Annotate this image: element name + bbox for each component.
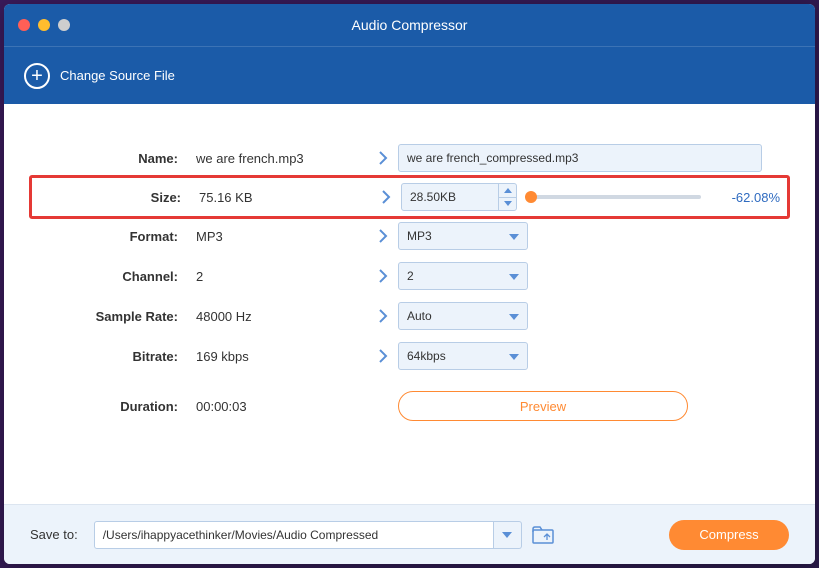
- name-source-value: we are french.mp3: [190, 151, 368, 166]
- chevron-right-icon: [368, 229, 398, 243]
- stepper-up-button[interactable]: [499, 184, 516, 198]
- bitrate-source-value: 169 kbps: [190, 349, 368, 364]
- duration-label: Duration:: [32, 399, 190, 414]
- save-path-dropdown[interactable]: [494, 521, 522, 549]
- duration-value: 00:00:03: [190, 399, 368, 414]
- row-size: Size: 75.16 KB 28.50KB -62.08%: [29, 175, 790, 219]
- size-stepper[interactable]: 28.50KB: [401, 183, 517, 211]
- chevron-down-icon: [509, 309, 519, 323]
- row-sample-rate: Sample Rate: 48000 Hz Auto: [32, 296, 787, 336]
- channel-select[interactable]: 2: [398, 262, 528, 290]
- save-to-label: Save to:: [30, 527, 78, 542]
- compress-button-label: Compress: [699, 527, 758, 542]
- format-select[interactable]: MP3: [398, 222, 528, 250]
- bitrate-label: Bitrate:: [32, 349, 190, 364]
- titlebar: Audio Compressor: [4, 4, 815, 46]
- chevron-right-icon: [368, 349, 398, 363]
- row-channel: Channel: 2 2: [32, 256, 787, 296]
- name-label: Name:: [32, 151, 190, 166]
- compress-button[interactable]: Compress: [669, 520, 789, 550]
- main-content: Name: we are french.mp3 Size: 75.16 KB 2…: [4, 104, 815, 504]
- format-select-value: MP3: [407, 229, 432, 243]
- open-folder-icon[interactable]: [532, 526, 554, 544]
- size-output-value: 28.50KB: [402, 190, 498, 204]
- chevron-right-icon: [371, 190, 401, 204]
- channel-source-value: 2: [190, 269, 368, 284]
- traffic-lights: [18, 19, 70, 31]
- sample-rate-source-value: 48000 Hz: [190, 309, 368, 324]
- format-source-value: MP3: [190, 229, 368, 244]
- sample-rate-select-value: Auto: [407, 309, 432, 323]
- close-window-button[interactable]: [18, 19, 30, 31]
- save-path-group: /Users/ihappyacethinker/Movies/Audio Com…: [94, 521, 554, 549]
- chevron-down-icon: [509, 229, 519, 243]
- subheader: + Change Source File: [4, 46, 815, 104]
- output-name-input[interactable]: [398, 144, 762, 172]
- save-path-value: /Users/ihappyacethinker/Movies/Audio Com…: [103, 528, 378, 542]
- save-path-input[interactable]: /Users/ihappyacethinker/Movies/Audio Com…: [94, 521, 494, 549]
- preview-button[interactable]: Preview: [398, 391, 688, 421]
- row-duration: Duration: 00:00:03 Preview: [32, 386, 787, 426]
- size-slider[interactable]: [531, 195, 701, 199]
- preview-button-label: Preview: [520, 399, 566, 414]
- channel-select-value: 2: [407, 269, 414, 283]
- sample-rate-label: Sample Rate:: [32, 309, 190, 324]
- app-window: Audio Compressor + Change Source File Na…: [4, 4, 815, 564]
- stepper-down-button[interactable]: [499, 198, 516, 211]
- minimize-window-button[interactable]: [38, 19, 50, 31]
- chevron-right-icon: [368, 269, 398, 283]
- chevron-right-icon: [368, 309, 398, 323]
- change-source-button[interactable]: + Change Source File: [24, 63, 175, 89]
- sample-rate-select[interactable]: Auto: [398, 302, 528, 330]
- maximize-window-button[interactable]: [58, 19, 70, 31]
- format-label: Format:: [32, 229, 190, 244]
- chevron-down-icon: [509, 269, 519, 283]
- size-percent: -62.08%: [732, 190, 784, 205]
- size-source-value: 75.16 KB: [193, 190, 371, 205]
- row-format: Format: MP3 MP3: [32, 216, 787, 256]
- chevron-right-icon: [368, 151, 398, 165]
- bitrate-select[interactable]: 64kbps: [398, 342, 528, 370]
- chevron-down-icon: [509, 349, 519, 363]
- size-label: Size:: [35, 190, 193, 205]
- slider-thumb[interactable]: [525, 191, 537, 203]
- channel-label: Channel:: [32, 269, 190, 284]
- bitrate-select-value: 64kbps: [407, 349, 446, 363]
- change-source-label: Change Source File: [60, 68, 175, 83]
- window-title: Audio Compressor: [4, 17, 815, 33]
- row-bitrate: Bitrate: 169 kbps 64kbps: [32, 336, 787, 376]
- plus-icon: +: [24, 63, 50, 89]
- row-name: Name: we are french.mp3: [32, 138, 787, 178]
- footer: Save to: /Users/ihappyacethinker/Movies/…: [4, 504, 815, 564]
